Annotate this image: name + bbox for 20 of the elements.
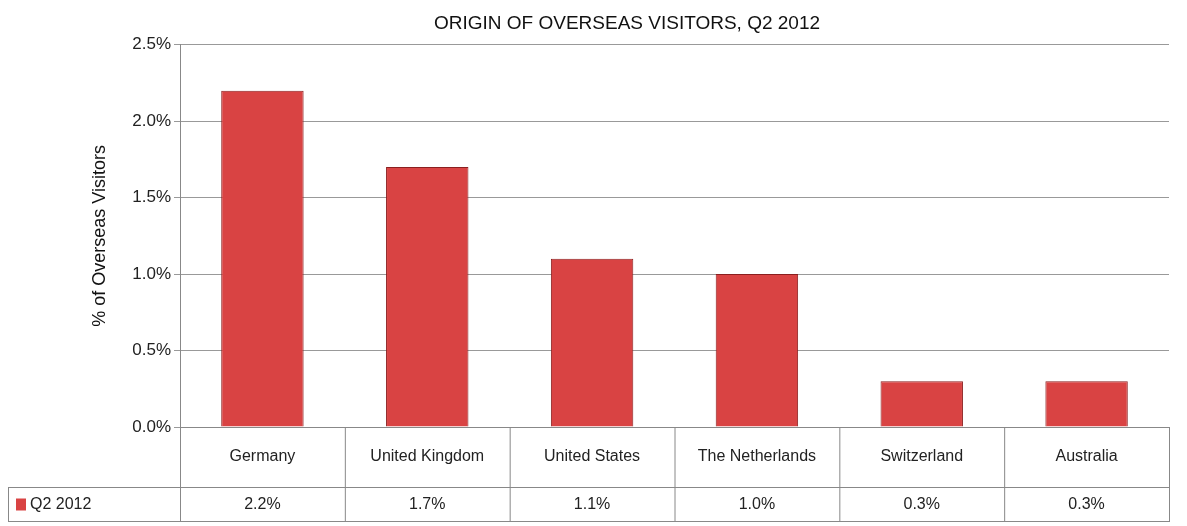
x-tick-label: Germany: [229, 447, 296, 465]
y-tick-label: 1.5%: [132, 187, 171, 207]
x-tick-label: The Netherlands: [697, 447, 817, 465]
y-tick-label: 0.5%: [132, 340, 171, 360]
y-axis-title: % of Overseas Visitors: [88, 145, 109, 327]
data-label: 0.3%: [1068, 494, 1105, 512]
y-tick-label: 1.0%: [132, 263, 171, 283]
y-tick-label: 0.0%: [132, 416, 171, 436]
data-label: 1.0%: [738, 494, 776, 512]
x-tick-label: United Kingdom: [370, 447, 485, 465]
x-tick-label: Australia: [1055, 447, 1118, 465]
chart-title: ORIGIN OF OVERSEAS VISITORS, Q2 2012: [433, 11, 821, 33]
x-tick-label: Switzerland: [880, 447, 964, 465]
y-tick-label: 2.5%: [132, 34, 171, 54]
data-label: 1.1%: [573, 494, 611, 512]
y-tick-label: 2.0%: [132, 110, 171, 130]
x-tick-label: United States: [544, 447, 641, 465]
data-label: 2.2%: [244, 494, 281, 512]
data-label: 0.3%: [903, 494, 940, 512]
data-label: 1.7%: [409, 494, 446, 512]
